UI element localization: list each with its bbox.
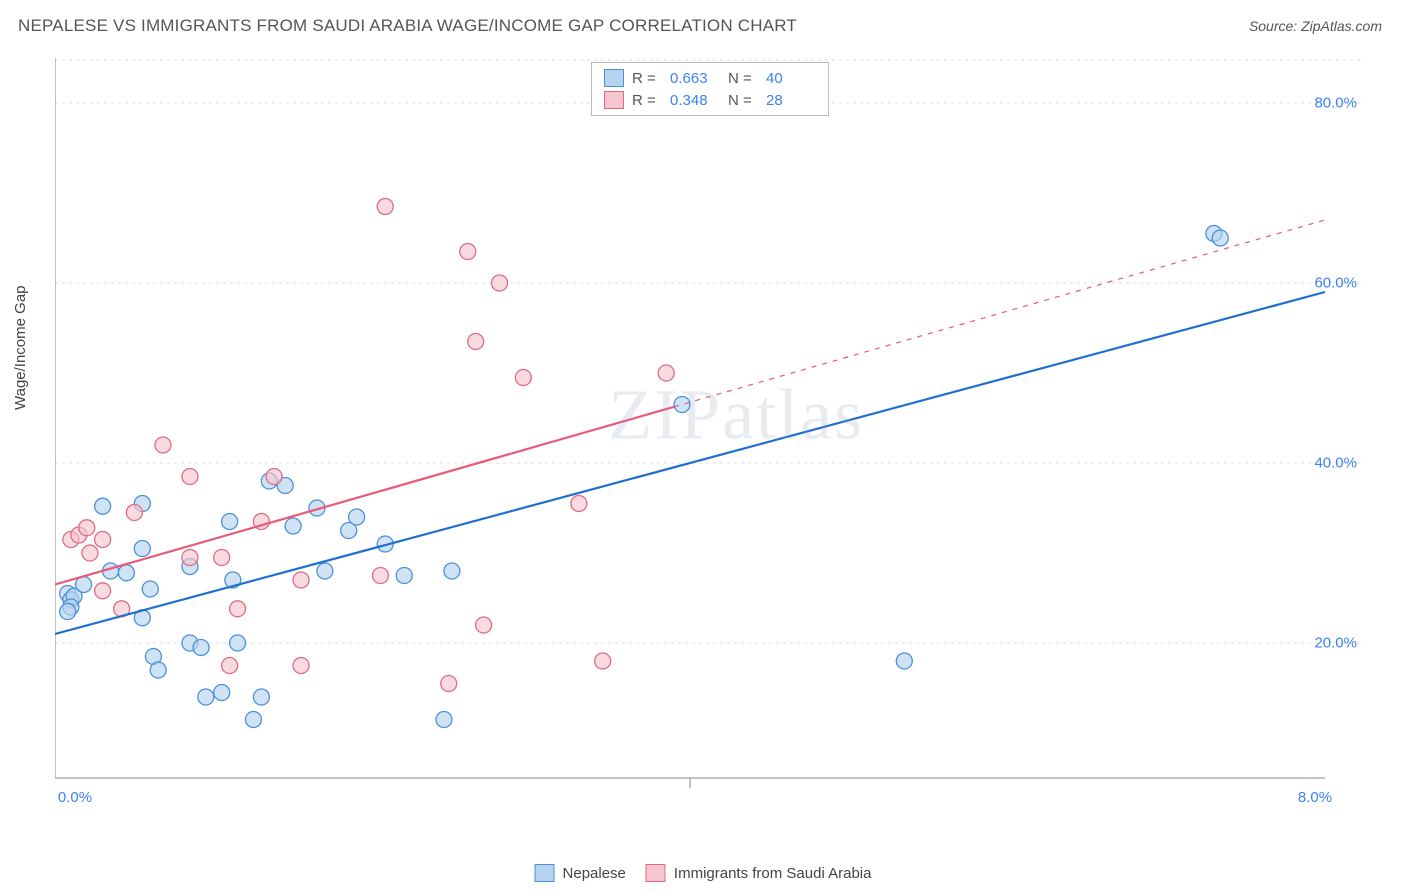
legend-value: 40 [766, 70, 816, 87]
legend-value: 0.348 [670, 92, 720, 109]
swatch-icon [535, 864, 555, 882]
y-tick-label: 80.0% [1314, 95, 1357, 112]
series-name: Nepalese [563, 865, 626, 882]
swatch-icon [646, 864, 666, 882]
swatch-icon [604, 91, 624, 109]
y-tick-label: 40.0% [1314, 455, 1357, 472]
x-tick-label: 8.0% [1298, 789, 1332, 806]
legend-value: 0.663 [670, 70, 720, 87]
y-tick-label: 20.0% [1314, 635, 1357, 652]
correlation-legend: R = 0.663 N = 40 R = 0.348 N = 28 [591, 62, 829, 116]
swatch-icon [604, 69, 624, 87]
legend-value: 28 [766, 92, 816, 109]
legend-label: N = [728, 70, 758, 87]
legend-item: Nepalese [535, 864, 626, 882]
legend-label: R = [632, 92, 662, 109]
legend-item: Immigrants from Saudi Arabia [646, 864, 872, 882]
legend-label: R = [632, 70, 662, 87]
legend-row: R = 0.348 N = 28 [604, 89, 816, 111]
y-tick-label: 60.0% [1314, 275, 1357, 292]
x-tick-label: 0.0% [58, 789, 92, 806]
scatter-plot [55, 58, 1365, 818]
series-name: Immigrants from Saudi Arabia [674, 865, 872, 882]
chart-title: NEPALESE VS IMMIGRANTS FROM SAUDI ARABIA… [18, 16, 797, 36]
series-legend: Nepalese Immigrants from Saudi Arabia [535, 864, 872, 882]
legend-label: N = [728, 92, 758, 109]
y-axis-label: Wage/Income Gap [12, 285, 29, 410]
source-label: Source: ZipAtlas.com [1249, 18, 1382, 34]
legend-row: R = 0.663 N = 40 [604, 67, 816, 89]
chart-area: R = 0.663 N = 40 R = 0.348 N = 28 ZIPatl… [55, 58, 1365, 818]
header: NEPALESE VS IMMIGRANTS FROM SAUDI ARABIA… [0, 0, 1406, 44]
